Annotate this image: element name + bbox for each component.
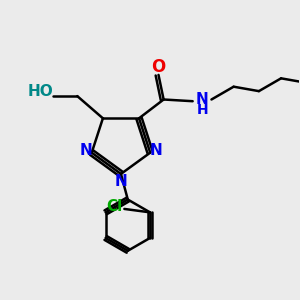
Text: H: H <box>196 103 208 117</box>
Text: N: N <box>150 143 163 158</box>
Text: N: N <box>115 174 127 189</box>
Text: O: O <box>152 58 166 76</box>
Text: N: N <box>196 92 208 107</box>
Text: Cl: Cl <box>107 199 123 214</box>
Text: N: N <box>79 143 92 158</box>
Text: HO: HO <box>28 85 54 100</box>
